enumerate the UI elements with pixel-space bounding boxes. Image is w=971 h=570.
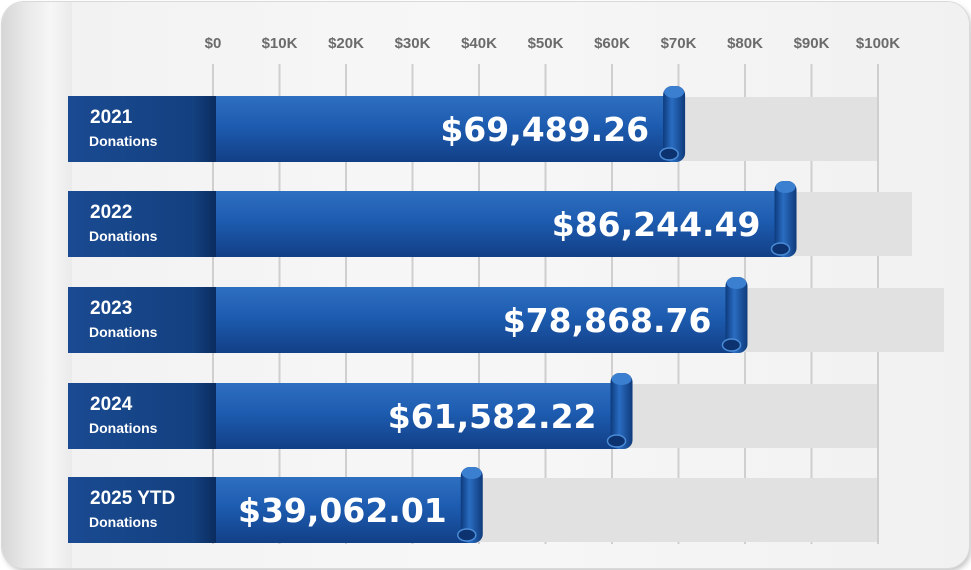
scroll-roll-curl xyxy=(606,434,627,448)
category-year: 2025 YTD xyxy=(90,488,175,509)
x-tick-label: $40K xyxy=(461,35,497,52)
bar-row: 2021 Donations $69,489.26 xyxy=(68,86,877,162)
bar-row: 2025 YTD Donations $39,062.01 xyxy=(68,467,877,543)
scroll-roll-curl xyxy=(770,242,791,256)
x-tick-label: $30K xyxy=(395,35,431,52)
category-year: 2021 xyxy=(90,107,133,128)
x-tick-label: $50K xyxy=(528,35,564,52)
bar-row: 2024 Donations $61,582.22 xyxy=(68,373,877,449)
scroll-roll-top xyxy=(726,277,747,289)
scroll-roll-curl xyxy=(659,147,679,161)
x-tick-label: $60K xyxy=(594,35,630,52)
category-label-box xyxy=(68,287,216,353)
category-label-box xyxy=(68,477,216,543)
category-year: 2022 xyxy=(90,202,132,223)
data-value-label: $78,868.76 xyxy=(503,301,712,340)
data-value-label: $69,489.26 xyxy=(440,110,649,149)
x-tick-label: $100K xyxy=(856,35,900,52)
bar-row: 2022 Donations $86,244.49 xyxy=(68,181,912,257)
scroll-roll xyxy=(610,373,633,449)
category-label-box xyxy=(68,191,216,257)
data-value-label: $86,244.49 xyxy=(552,205,761,244)
x-tick-label: $80K xyxy=(727,35,763,52)
scroll-roll xyxy=(460,467,483,543)
category-subtitle: Donations xyxy=(89,324,158,340)
category-subtitle: Donations xyxy=(89,514,158,530)
scroll-roll xyxy=(663,86,686,162)
category-year: 2024 xyxy=(90,394,133,415)
scroll-roll-top xyxy=(664,86,685,98)
scroll-roll xyxy=(725,277,748,353)
category-label-box xyxy=(68,383,216,449)
x-axis-ticks: $0 $10K $20K $30K $40K $50K $60K $70K $80K $90K $1… xyxy=(205,35,901,52)
category-year: 2023 xyxy=(90,298,132,319)
scroll-roll-curl xyxy=(721,338,742,352)
scroll-roll-top xyxy=(611,373,632,385)
scroll-roll-curl xyxy=(457,528,477,542)
x-tick-label: $70K xyxy=(661,35,697,52)
data-value-label: $61,582.22 xyxy=(388,397,597,436)
scroll-roll xyxy=(774,181,797,257)
scroll-roll-top xyxy=(775,181,796,193)
category-subtitle: Donations xyxy=(89,420,158,436)
bar-row: 2023 Donations $78,868.76 xyxy=(68,277,944,353)
category-subtitle: Donations xyxy=(89,228,158,244)
data-value-label: $39,062.01 xyxy=(238,491,447,530)
x-tick-label: $20K xyxy=(328,35,364,52)
x-tick-label: $0 xyxy=(205,35,222,52)
category-subtitle: Donations xyxy=(89,133,158,149)
bars: 2021 Donations $69,489.26 2022 Donations $86,… xyxy=(68,86,944,543)
x-tick-label: $90K xyxy=(794,35,830,52)
page-curl-shading xyxy=(2,2,72,568)
x-tick-label: $10K xyxy=(262,35,298,52)
scroll-roll-top xyxy=(461,467,482,479)
category-label-box xyxy=(68,96,216,162)
